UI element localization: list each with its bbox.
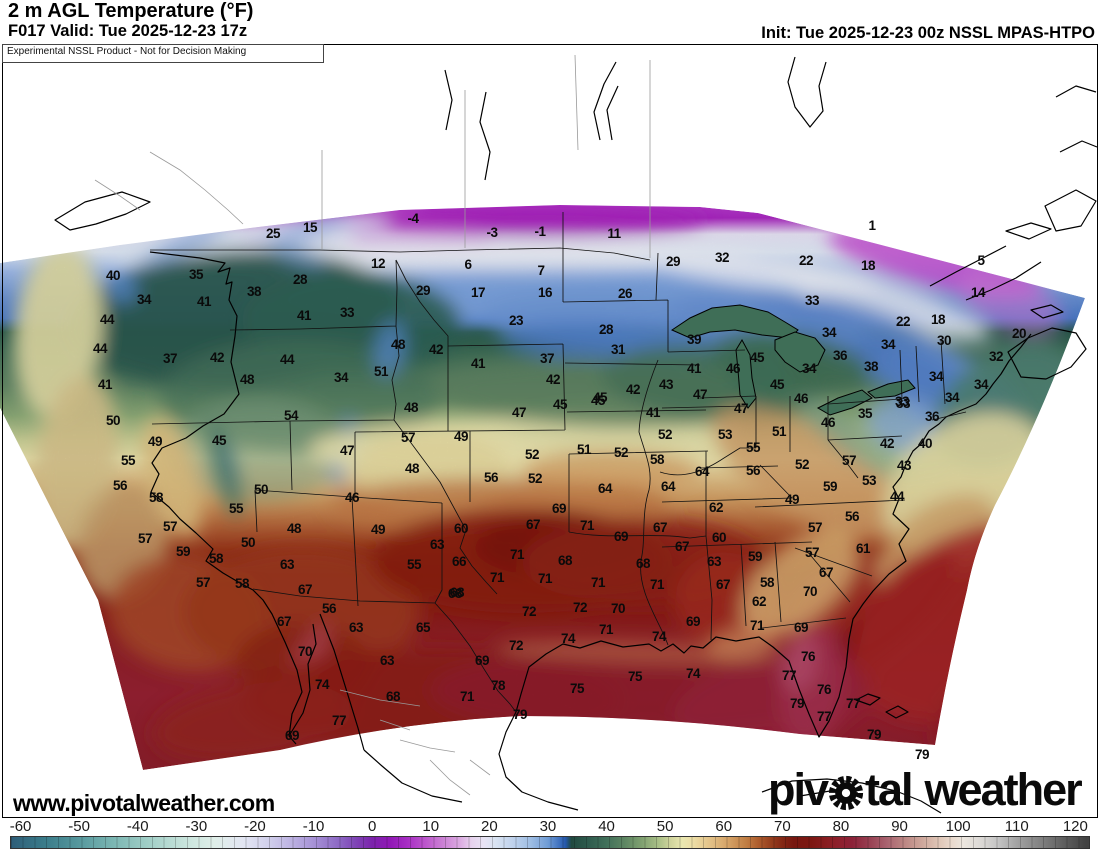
colorbar-tick: -60: [9, 818, 32, 835]
experimental-disclaimer: Experimental NSSL Product - Not for Deci…: [2, 44, 324, 63]
pivotal-weather-logo: piv tal weather: [768, 764, 1083, 816]
colorbar-tick: 50: [656, 818, 674, 835]
coastline-linework: [54, 56, 1098, 814]
colorbar-tick: -40: [126, 818, 149, 835]
colorbar-tick: -20: [244, 818, 266, 835]
model-init-time: Init: Tue 2025-12-23 00z NSSL MPAS-HTPO: [761, 24, 1095, 42]
forecast-valid-time: F017 Valid: Tue 2025-12-23 17z: [8, 22, 248, 40]
logo-text-tal: tal: [865, 764, 913, 815]
foreign-borders-linework: [94, 54, 651, 796]
colorbar-tick: 80: [832, 818, 850, 835]
colorbar-tick: 110: [1004, 818, 1029, 835]
map-frame: [2, 44, 1098, 818]
watermark-url: www.pivotalweather.com: [13, 790, 275, 816]
colorbar: [10, 836, 1090, 849]
colorbar-tick: -10: [302, 818, 325, 835]
colorbar-tick: 40: [598, 818, 615, 835]
colorbar-tick: 0: [367, 818, 377, 835]
colorbar-tick: 120: [1062, 818, 1088, 835]
colorbar-tick: 90: [891, 818, 908, 835]
colorbar-segments: [11, 837, 1089, 848]
colorbar-tick: -50: [68, 818, 90, 835]
colorbar-tick: 70: [774, 818, 791, 835]
colorbar-tick: -30: [185, 818, 208, 835]
state-borders-linework: [150, 212, 967, 713]
colorbar-tick: 100: [945, 818, 971, 835]
colorbar-tick: 10: [422, 818, 440, 835]
colorbar-tick: 30: [539, 818, 557, 835]
gear-icon: [828, 775, 864, 811]
colorbar-tick: 60: [715, 818, 733, 835]
logo-text-piv: piv: [768, 764, 829, 815]
temperature-field: [0, 205, 1085, 770]
colorbar-tick-labels: -60 -50 -40 -30 -20 -10 0 10 20 30 40 50 60 70 80 90 100…: [0, 818, 1100, 835]
page-title: 2 m AGL Temperature (°F): [8, 0, 254, 22]
colorbar-tick: 20: [481, 818, 498, 835]
logo-text-weather: weather: [924, 764, 1083, 815]
